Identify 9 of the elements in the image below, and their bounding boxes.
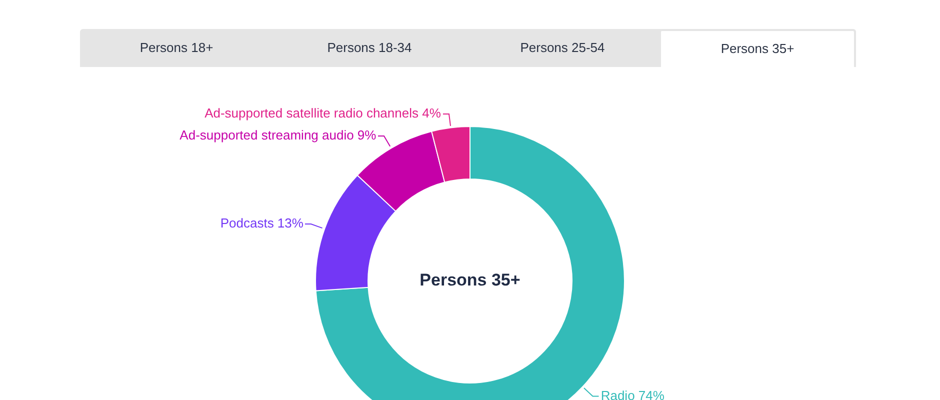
text: Persons 18-34: [326, 39, 413, 57]
slice-label: Radio 74%: [600, 388, 665, 400]
slice-label: Ad-supported satellite radio channels 4%: [204, 105, 442, 120]
text: Persons 35+: [659, 29, 856, 67]
text: Persons 25-54: [519, 39, 606, 57]
text: Persons 35+: [420, 270, 520, 290]
slice-label: Podcasts 13%: [220, 216, 304, 230]
text: Persons 18+: [138, 39, 214, 57]
slice-label: Ad-supported streaming audio 9%: [180, 128, 377, 143]
